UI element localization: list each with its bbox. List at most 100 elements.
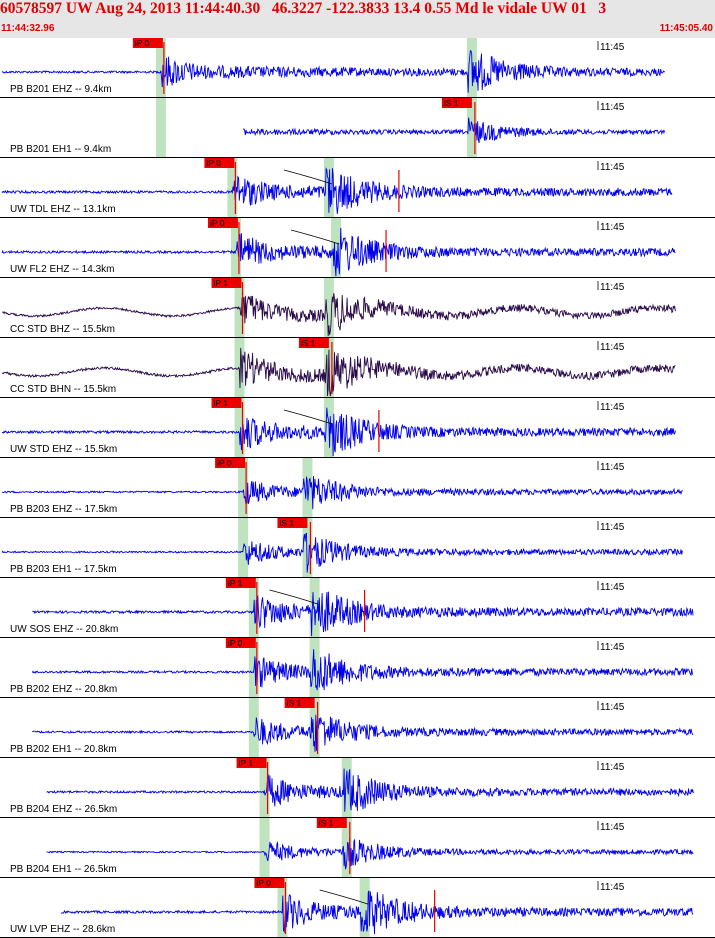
time-tick-label: 11:45	[600, 222, 625, 233]
header-bar: 60578597 UW Aug 24, 2013 11:44:40.30 46.…	[0, 0, 715, 38]
event-title: 60578597 UW Aug 24, 2013 11:44:40.30 46.…	[0, 0, 607, 17]
s-window-band	[323, 278, 334, 338]
time-tick-label: 11:45	[600, 582, 625, 593]
pick-marker[interactable]	[215, 458, 246, 468]
pick-marker[interactable]	[204, 158, 235, 168]
time-tick-label: 11:45	[600, 522, 625, 533]
pick-marker[interactable]	[207, 218, 238, 228]
pick-label: iP 1	[239, 758, 254, 768]
pick-marker[interactable]	[254, 878, 285, 888]
station-label: PB B202 EH1 -- 20.8km	[10, 744, 117, 755]
p-window-band	[155, 98, 166, 158]
pick-marker[interactable]	[316, 818, 347, 828]
station-label: UW SOS EHZ -- 20.8km	[10, 624, 118, 635]
trace-row[interactable]: iP 0 11:45 UW LVP EHZ -- 28.6km	[0, 878, 715, 938]
trace-row[interactable]: iP 1 11:45 UW STD EHZ -- 15.5km	[0, 398, 715, 458]
waveform-trace	[60, 890, 694, 935]
travel-time-curve	[283, 409, 333, 425]
station-label: CC STD BHZ -- 15.5km	[10, 324, 115, 335]
waveform-trace	[32, 714, 694, 752]
time-tick-label: 11:45	[600, 102, 625, 113]
window-start-time: 11:44:32.96	[1, 23, 55, 34]
pick-marker[interactable]	[441, 98, 472, 108]
trace-row[interactable]: iS 1 11:45 PB B204 EH1 -- 26.5km	[0, 818, 715, 878]
p-window-band	[259, 818, 270, 878]
pick-label: iP 0	[217, 458, 232, 468]
trace-row[interactable]: iS 1 11:45 PB B203 EH1 -- 17.5km	[0, 518, 715, 578]
trace-row[interactable]: iP 0 11:45 PB B203 EHZ -- 17.5km	[0, 458, 715, 518]
s-window-band	[341, 818, 352, 878]
time-tick-label: 11:45	[600, 342, 625, 353]
time-tick-label: 11:45	[600, 762, 625, 773]
waveform-trace	[1, 293, 676, 337]
window-end-time: 11:45:05.40	[659, 23, 713, 34]
trace-row[interactable]: iS 1 11:45 CC STD BHN -- 15.5km	[0, 338, 715, 398]
trace-row[interactable]: iP 0 11:45 UW TDL EHZ -- 13.1km	[0, 158, 715, 218]
pick-marker[interactable]	[211, 398, 242, 408]
station-label: PB B204 EHZ -- 26.5km	[10, 804, 117, 815]
time-tick-label: 11:45	[600, 42, 625, 53]
station-label: UW FL2 EHZ -- 14.3km	[10, 264, 114, 275]
s-window-band	[341, 758, 352, 818]
trace-row[interactable]: iS 1 11:45 PB B201 EH1 -- 9.4km	[0, 98, 715, 158]
waveform-trace	[242, 117, 666, 144]
time-tick-label: 11:45	[600, 162, 625, 173]
pick-marker[interactable]	[298, 338, 329, 348]
station-label: UW STD EHZ -- 15.5km	[10, 444, 117, 455]
station-label: PB B203 EH1 -- 17.5km	[10, 564, 117, 575]
pick-label: iP 1	[214, 278, 229, 288]
station-label: UW LVP EHZ -- 28.6km	[10, 924, 115, 935]
time-tick-label: 11:45	[600, 822, 625, 833]
trace-row[interactable]: iS 1 11:45 PB B202 EH1 -- 20.8km	[0, 698, 715, 758]
p-window-band	[230, 218, 241, 278]
waveform-trace	[1, 50, 666, 93]
pick-marker[interactable]	[277, 518, 308, 528]
waveform-trace	[46, 837, 694, 870]
pick-label: iS 1	[301, 338, 316, 348]
trace-row[interactable]: iP 0 11:45 PB B202 EHZ -- 20.8km	[0, 638, 715, 698]
station-label: PB B204 EH1 -- 26.5km	[10, 864, 117, 875]
p-window-band	[259, 758, 270, 818]
waveform-trace	[1, 407, 676, 457]
pick-label: iP 0	[135, 38, 150, 48]
waveform-trace	[1, 475, 683, 510]
p-window-band	[238, 458, 249, 518]
pick-label: iP 1	[228, 578, 243, 588]
time-tick-label: 11:45	[600, 702, 625, 713]
pick-label: iS 1	[287, 698, 302, 708]
trace-row[interactable]: iP 1 11:45 PB B204 EHZ -- 26.5km	[0, 758, 715, 818]
p-window-band	[234, 398, 245, 458]
time-tick-label: 11:45	[600, 642, 625, 653]
station-label: PB B202 EHZ -- 20.8km	[10, 684, 117, 695]
travel-time-curve	[269, 589, 318, 605]
travel-time-curve	[283, 169, 333, 185]
time-tick-label: 11:45	[600, 402, 625, 413]
trace-row[interactable]: iP 0 11:45 PB B201 EHZ -- 9.4km	[0, 38, 715, 98]
waveform-trace	[1, 167, 673, 214]
trace-row[interactable]: iP 0 11:45 UW FL2 EHZ -- 14.3km	[0, 218, 715, 278]
trace-row[interactable]: iP 1 11:45 UW SOS EHZ -- 20.8km	[0, 578, 715, 638]
s-window-band	[331, 218, 342, 278]
time-tick-label: 11:45	[600, 462, 625, 473]
s-window-band	[302, 518, 313, 578]
pick-marker[interactable]	[284, 698, 315, 708]
time-tick-label: 11:45	[600, 882, 625, 893]
station-label: CC STD BHN -- 15.5km	[10, 384, 116, 395]
pick-label: iP 0	[206, 158, 221, 168]
pick-marker[interactable]	[132, 38, 163, 48]
waveform-trace	[1, 532, 683, 573]
pick-marker[interactable]	[225, 638, 256, 648]
station-label: PB B201 EHZ -- 9.4km	[10, 84, 112, 95]
trace-row[interactable]: iP 1 11:45 CC STD BHZ -- 15.5km	[0, 278, 715, 338]
pick-marker[interactable]	[211, 278, 242, 288]
seismogram-panel[interactable]: iP 0 11:45 PB B201 EHZ -- 9.4km iS 1 11:45 PB…	[0, 38, 715, 938]
pick-label: iP 0	[256, 878, 271, 888]
pick-label: iP 1	[214, 398, 229, 408]
pick-marker[interactable]	[236, 758, 267, 768]
pick-label: iS 1	[319, 818, 334, 828]
p-window-band	[234, 338, 245, 398]
station-label: PB B201 EH1 -- 9.4km	[10, 144, 111, 155]
pick-marker[interactable]	[225, 578, 256, 588]
waveform-trace	[46, 768, 694, 812]
waveform-trace	[31, 649, 694, 691]
